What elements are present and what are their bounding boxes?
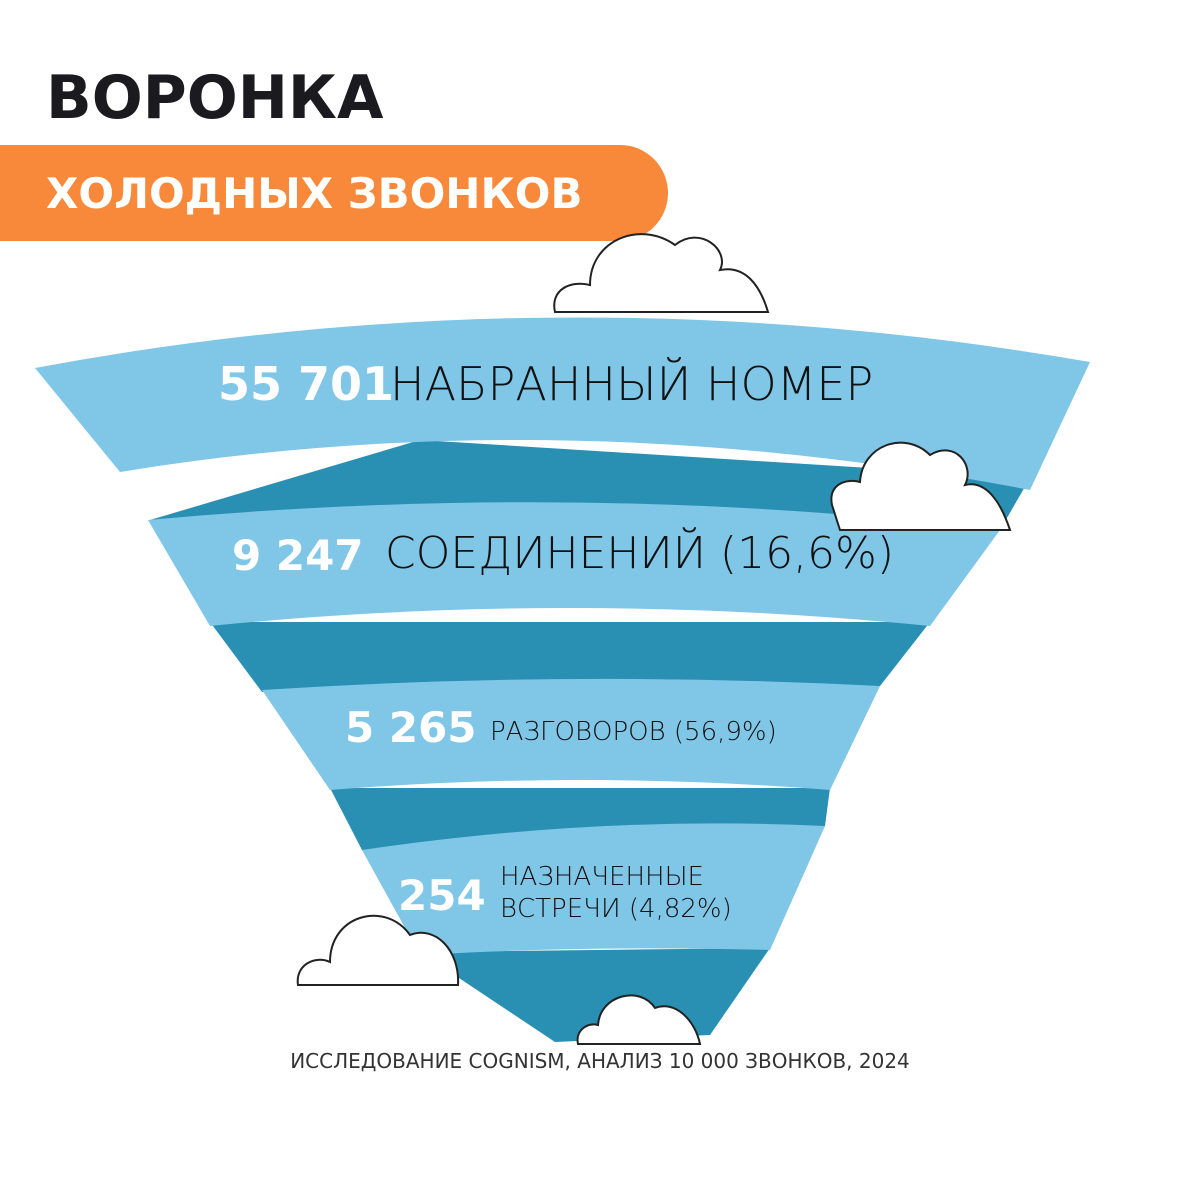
title: ВОРОНКА — [46, 63, 384, 133]
subtitle: ХОЛОДНЫХ ЗВОНКОВ — [46, 169, 583, 218]
cloud — [553, 233, 770, 313]
cloud — [296, 914, 460, 986]
cloud — [830, 441, 1012, 531]
stage-value: 254 — [398, 871, 486, 920]
stage-label: НАБРАННЫЙ НОМЕР — [390, 357, 873, 411]
funnel-twist — [210, 622, 930, 692]
funnel-twist — [330, 788, 830, 850]
stage-label: НАЗНАЧЕННЫЕ — [500, 862, 704, 892]
stage-label: СОЕДИНЕНИЙ (16,6%) — [385, 526, 894, 579]
stage-value: 9 247 — [232, 531, 364, 580]
footer: ИССЛЕДОВАНИЕ COGNISM, АНАЛИЗ 10 000 ЗВОН… — [290, 1049, 910, 1073]
cloud — [576, 994, 702, 1045]
funnel-ribbon — [148, 502, 1000, 626]
funnel-ribbon — [262, 678, 880, 790]
subtitle-banner — [0, 145, 668, 241]
stage-value: 5 265 — [345, 703, 477, 752]
funnel-ribbon — [35, 317, 1090, 490]
stage-label: РАЗГОВОРОВ (56,9%) — [490, 717, 777, 747]
funnel-ribbon — [362, 823, 825, 955]
stage-label: ВСТРЕЧИ (4,82%) — [500, 894, 732, 924]
stage-value: 55 701 — [218, 357, 394, 411]
